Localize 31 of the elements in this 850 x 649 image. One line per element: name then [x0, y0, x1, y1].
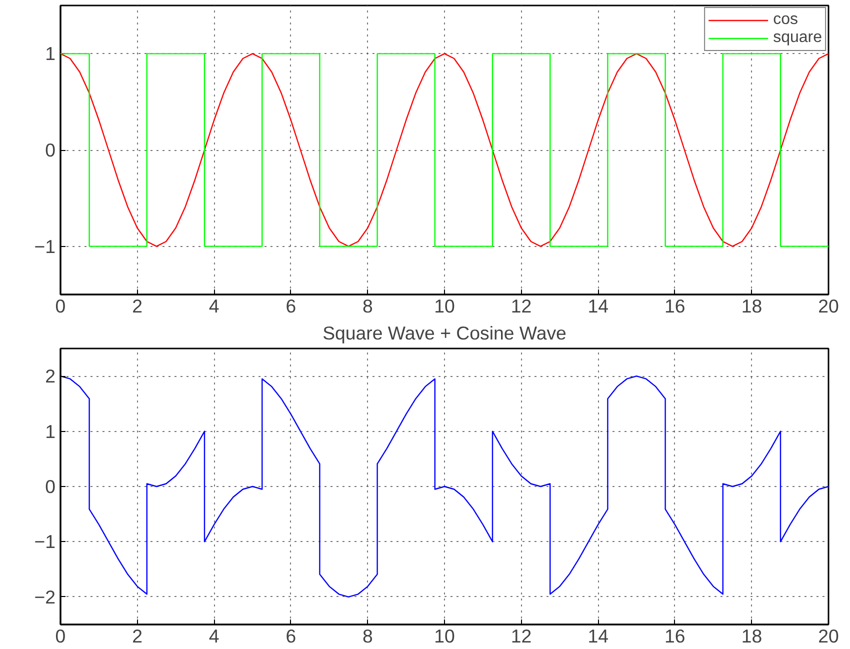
x-tick-label: 8: [362, 296, 373, 316]
x-tick-label: 16: [664, 626, 686, 646]
y-tick-label: 1: [45, 420, 56, 442]
y-tick-label: 0: [45, 140, 56, 160]
y-tick-label: −1: [34, 531, 56, 552]
x-tick-label: 2: [132, 626, 143, 646]
x-tick-label: 10: [434, 296, 455, 316]
y-tick-label: −1: [34, 236, 56, 257]
x-tick-label: 14: [588, 626, 608, 646]
x-tick-label: 6: [286, 296, 296, 316]
y-tick-label: 2: [45, 366, 56, 387]
x-tick-label: 2: [132, 296, 143, 316]
x-tick-label: 12: [510, 296, 532, 316]
x-tick-label: 12: [510, 626, 532, 646]
x-tick-label: 20: [818, 626, 839, 646]
x-tick-label: 14: [588, 296, 608, 316]
y-tick-label: 0: [45, 476, 56, 497]
legend-label: square: [773, 29, 822, 47]
x-tick-label: 6: [286, 626, 296, 646]
x-tick-label: 8: [362, 626, 373, 646]
x-tick-label: 20: [818, 296, 839, 316]
x-tick-label: 10: [434, 626, 455, 646]
y-tick-label: 1: [45, 43, 56, 64]
y-tick-label: −2: [34, 586, 56, 608]
x-tick-label: 18: [741, 626, 762, 646]
x-tick-label: 4: [208, 296, 220, 316]
x-tick-label: 16: [664, 296, 686, 316]
x-tick-label: 4: [208, 626, 220, 646]
legend-label: cos: [773, 11, 798, 29]
x-tick-label: 18: [741, 296, 762, 316]
chart-title: Square Wave + Cosine Wave: [322, 322, 566, 344]
